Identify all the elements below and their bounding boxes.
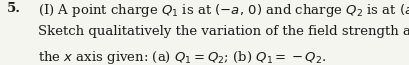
Text: (I) A point charge $Q_1$ is at $(-a,\,0)$ and charge $Q_2$ is at $(a,\,0)$.: (I) A point charge $Q_1$ is at $(-a,\,0)…: [38, 2, 409, 19]
Text: the $x$ axis given: (a) $Q_1 = Q_2$; (b) $Q_1 = -Q_2$.: the $x$ axis given: (a) $Q_1 = Q_2$; (b)…: [38, 49, 326, 65]
Text: 5.: 5.: [7, 2, 21, 15]
Text: Sketch qualitatively the variation of the field strength along: Sketch qualitatively the variation of th…: [38, 25, 409, 38]
